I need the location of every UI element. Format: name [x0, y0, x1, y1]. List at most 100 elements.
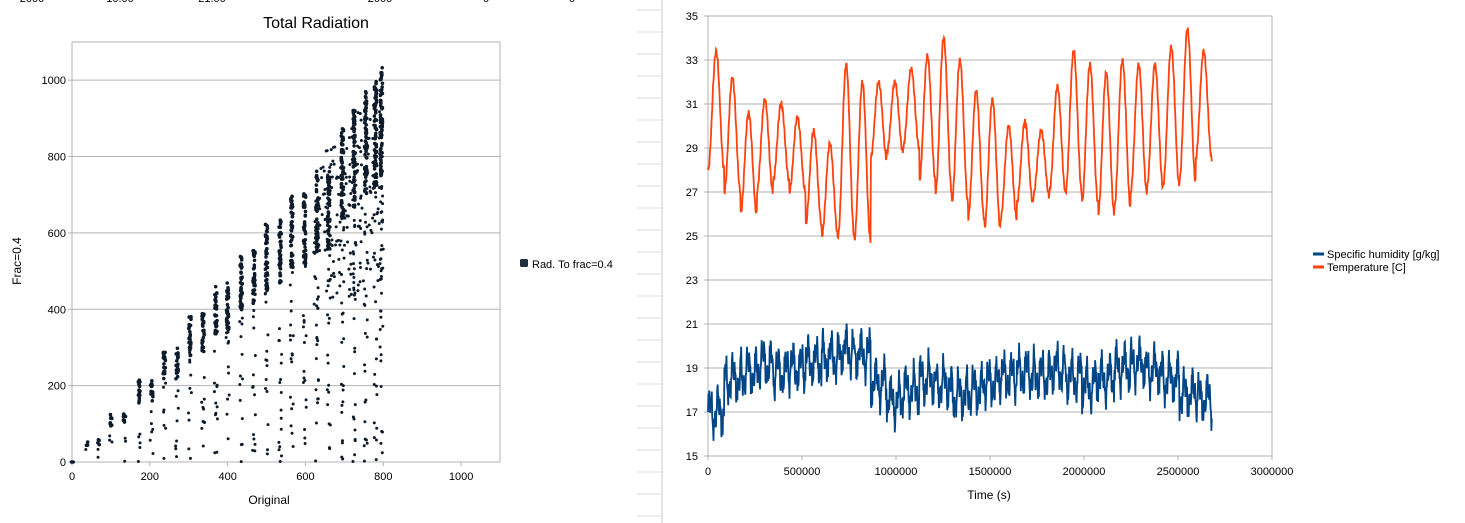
scatter-point [175, 455, 179, 459]
scatter-point [288, 239, 293, 244]
scatter-point [277, 327, 281, 331]
scatter-point [328, 447, 332, 451]
scatter-point [328, 277, 332, 281]
scatter-point [96, 438, 101, 442]
scatter-point [266, 423, 270, 427]
scatter-point [225, 294, 229, 298]
scatter-point [96, 455, 100, 459]
scatter-point [352, 317, 356, 321]
scatter-point [353, 350, 357, 354]
scatter-point [339, 200, 343, 204]
scatter-point [352, 417, 356, 421]
scatter-point [371, 182, 375, 186]
scatter-point [328, 242, 332, 246]
y-tick-label: 15 [686, 451, 698, 463]
y-tick-label: 21 [686, 319, 698, 331]
scatter-point [226, 437, 230, 441]
scatter-point [326, 190, 331, 194]
scatter-point [96, 447, 100, 451]
scatter-point [330, 238, 334, 242]
scatter-point [380, 291, 384, 295]
scatter-point [372, 421, 376, 425]
scatter-point [315, 401, 319, 405]
scatter-point [341, 388, 345, 392]
scatter-point [122, 414, 126, 419]
scatter-point [290, 270, 294, 274]
scatter-point [279, 257, 283, 262]
scatter-point [302, 253, 307, 258]
scatter-point [252, 326, 256, 330]
scatter-point [239, 287, 244, 292]
scatter-point [348, 163, 352, 167]
clipped-label: 0 [569, 0, 575, 5]
scatter-point [327, 267, 331, 271]
scatter-point [339, 166, 343, 170]
x-tick-label: 800 [374, 471, 392, 483]
clipped-top-labels: 2000 10.00 21.00 2000 0 0 [20, 0, 575, 5]
scatter-point [264, 387, 268, 391]
scatter-point [263, 262, 268, 266]
scatter-point [289, 211, 294, 215]
line-chart: 15 17 19 21 23 25 27 29 31 33 35 0 500000 1000000 1500… [686, 11, 1440, 502]
scatter-point [380, 219, 384, 223]
scatter-point [371, 103, 375, 107]
scatter-point [378, 103, 383, 108]
scatter-point [212, 390, 216, 394]
scatter-point [328, 225, 332, 229]
scatter-point [342, 228, 346, 232]
scatter-point [328, 247, 332, 251]
scatter-point [213, 303, 217, 308]
scatter-point [341, 311, 345, 315]
scatter-point [226, 365, 230, 369]
scatter-point [265, 389, 269, 393]
scatter-point [175, 439, 179, 443]
scatter-point [303, 442, 307, 446]
scatter-point [353, 178, 357, 182]
scatter-point [122, 420, 127, 424]
scatter-point [343, 209, 347, 213]
scatter-point [378, 77, 383, 82]
scatter-point [381, 247, 385, 251]
y-tick-label: 27 [686, 187, 698, 199]
scatter-point [378, 132, 383, 137]
scatter-point [278, 225, 283, 230]
clipped-label: 0 [483, 0, 489, 5]
scatter-point [380, 85, 384, 89]
scatter-point [363, 420, 367, 424]
scatter-point [346, 214, 350, 218]
scatter-point [263, 222, 268, 227]
scatter-point [364, 112, 368, 116]
scatter-point [162, 369, 167, 374]
scatter-point [176, 389, 180, 393]
scatter-point [378, 167, 383, 172]
scatter-point [371, 136, 375, 140]
scatter-point [314, 388, 318, 392]
scatter-point [339, 158, 344, 163]
scatter-point [374, 195, 378, 199]
scatter-point [330, 175, 334, 179]
scatter-point [374, 191, 378, 195]
scatter-point [200, 400, 204, 404]
scatter-point [150, 378, 154, 383]
scatter-point [332, 271, 336, 275]
scatter-point [316, 339, 320, 343]
scatter-point [378, 278, 382, 282]
scatter-point [371, 186, 375, 190]
scatter-point [252, 253, 257, 257]
scatter-point [313, 220, 317, 224]
scatter-point [340, 248, 344, 252]
scatter-point [226, 397, 230, 401]
scatter-point [225, 302, 230, 307]
scatter-point [353, 135, 357, 139]
scatter-point [279, 361, 283, 365]
y-tick-label: 400 [48, 304, 66, 316]
scatter-point [381, 266, 385, 270]
scatter-point [373, 134, 378, 138]
scatter-point [318, 223, 322, 227]
scatter-point [352, 218, 356, 222]
scatter-point [318, 196, 322, 200]
scatter-point [277, 249, 281, 253]
scatter-point [225, 310, 230, 315]
scatter-point [345, 146, 349, 150]
